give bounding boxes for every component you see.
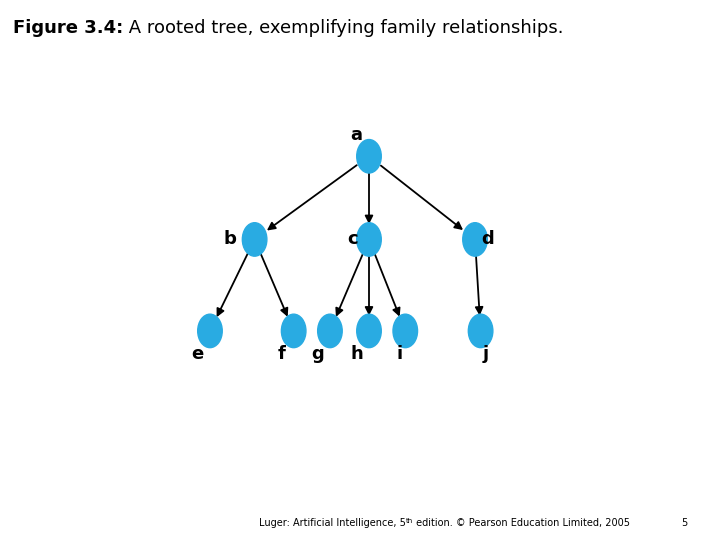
Ellipse shape (356, 222, 382, 256)
Ellipse shape (468, 314, 493, 348)
Ellipse shape (356, 139, 382, 173)
Text: j: j (483, 345, 490, 363)
Text: f: f (277, 345, 285, 363)
Ellipse shape (393, 314, 418, 348)
Text: g: g (311, 345, 324, 363)
Text: a: a (351, 126, 363, 144)
Text: Luger: Artificial Intelligence, 5: Luger: Artificial Intelligence, 5 (259, 518, 406, 528)
Text: edition. © Pearson Education Limited, 2005: edition. © Pearson Education Limited, 20… (413, 518, 630, 528)
Text: A rooted tree, exemplifying family relationships.: A rooted tree, exemplifying family relat… (123, 19, 564, 37)
Text: Figure 3.4:: Figure 3.4: (13, 19, 123, 37)
Ellipse shape (356, 314, 382, 348)
Text: e: e (192, 345, 204, 363)
Text: i: i (397, 345, 402, 363)
Ellipse shape (198, 314, 222, 348)
Text: d: d (481, 231, 494, 248)
Text: h: h (351, 345, 363, 363)
Text: c: c (347, 231, 358, 248)
Ellipse shape (318, 314, 342, 348)
Text: th: th (406, 518, 413, 524)
Ellipse shape (243, 222, 267, 256)
Ellipse shape (463, 222, 487, 256)
Ellipse shape (282, 314, 306, 348)
Text: b: b (223, 231, 236, 248)
Text: 5: 5 (681, 518, 688, 528)
